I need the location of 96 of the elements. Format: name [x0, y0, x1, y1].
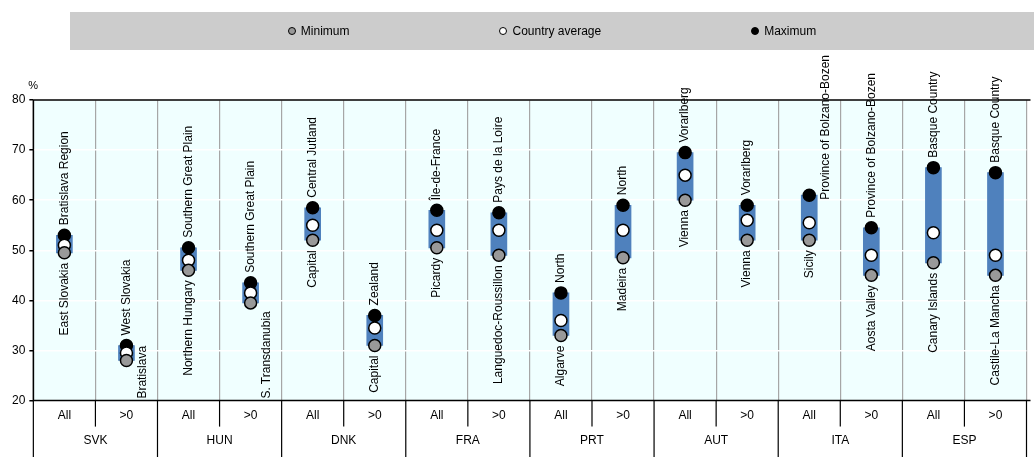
x-tick-label: All	[678, 408, 692, 423]
y-axis-title: %	[28, 79, 39, 92]
point	[305, 233, 320, 248]
text: ESP	[952, 432, 977, 447]
y-tick-label: 70	[11, 142, 26, 157]
point	[926, 160, 941, 175]
y-tick-label: 80	[11, 92, 26, 107]
data-label: West Slovakia	[118, 259, 133, 336]
point	[678, 193, 692, 207]
data-label: Southern Great Plain	[180, 125, 195, 238]
y-tick-label: 30	[11, 342, 26, 357]
point	[181, 263, 196, 278]
data-label: Madeira	[615, 267, 630, 312]
x-tick-label: All	[430, 408, 444, 423]
point	[926, 226, 941, 240]
x-tick-label: >0	[119, 408, 134, 423]
x-tick-label: All	[57, 408, 72, 423]
text: SVK	[83, 432, 108, 447]
data-label: Capital	[367, 355, 382, 393]
point	[430, 203, 444, 217]
data-label: Basque Country	[987, 76, 1002, 163]
text: PRT	[580, 432, 605, 447]
data-label: Aosta Valley	[863, 285, 878, 352]
data-label: North	[553, 253, 568, 283]
text: AUT	[704, 432, 729, 447]
point	[181, 241, 196, 255]
text: ITA	[831, 432, 850, 447]
data-label: East Slovakia	[56, 262, 71, 336]
data-label: Pays de la Loire	[491, 116, 506, 203]
data-label: Languedoc-Roussillon	[491, 265, 506, 385]
x-tick-label: All	[802, 408, 816, 423]
point	[802, 188, 816, 202]
point	[430, 241, 444, 255]
text: HUN	[206, 432, 233, 447]
x-tick-label: All	[926, 408, 941, 423]
x-tick-label: All	[306, 408, 320, 423]
point	[492, 205, 506, 220]
point	[926, 256, 941, 270]
data-label: S. Transdanubia	[258, 310, 273, 399]
data-label: Zealand	[367, 262, 382, 306]
legend-label: Minimum	[300, 24, 350, 38]
data-label: Province of Bolzano-Bozen	[863, 73, 878, 218]
data-label: Central Jutland	[304, 117, 319, 198]
point	[740, 198, 754, 212]
point	[864, 268, 879, 283]
point	[802, 233, 816, 248]
data-label: Bratislava	[134, 345, 149, 399]
data-label: Province of Bolzano-Bozen	[817, 55, 832, 200]
x-tick-label: All	[181, 408, 196, 423]
x-tick-label: >0	[740, 408, 755, 423]
data-label: Southern Great Plain	[242, 160, 257, 273]
data-label: Île-de-France	[428, 128, 444, 202]
data-label: Bratislava Region	[56, 131, 71, 226]
y-tick-label: 50	[11, 242, 26, 257]
x-tick-label: >0	[864, 408, 879, 423]
point	[554, 328, 568, 343]
point	[864, 221, 879, 235]
y-tick-label: 60	[11, 192, 26, 207]
point	[616, 198, 630, 212]
point	[367, 308, 382, 323]
point	[492, 248, 506, 263]
point	[616, 251, 630, 265]
point	[243, 296, 258, 310]
data-label: Castile-La Mancha	[987, 285, 1002, 386]
x-tick-label: All	[554, 408, 568, 423]
point	[988, 268, 1003, 283]
point	[57, 246, 72, 260]
text: FRA	[455, 432, 480, 447]
y-tick-label: 40	[11, 292, 26, 307]
data-label: Capital	[304, 250, 319, 288]
legend-label: Country average	[512, 24, 602, 38]
data-label: Algarve	[553, 345, 568, 387]
data-label: Canary Islands	[925, 272, 940, 353]
point	[367, 338, 382, 353]
data-label: Vienna	[739, 249, 754, 288]
text: DNK	[331, 432, 357, 447]
point	[988, 248, 1003, 263]
point	[740, 233, 754, 248]
data-label: Northern Hungary	[180, 280, 195, 376]
point	[554, 286, 568, 300]
point	[119, 353, 134, 368]
y-tick-label: 20	[11, 392, 26, 407]
data-label: Sicily	[801, 250, 816, 279]
data-label: North	[615, 165, 630, 196]
point	[988, 165, 1003, 180]
x-tick-label: >0	[988, 408, 1003, 423]
data-label: Picardy	[429, 257, 444, 298]
legend-label: Maximum	[764, 24, 817, 38]
x-tick-label: >0	[492, 408, 507, 423]
data-label: Vienna	[677, 209, 692, 248]
x-tick-label: >0	[367, 408, 382, 423]
x-tick-label: >0	[616, 408, 631, 423]
data-label: Vorarlberg	[739, 139, 754, 196]
point	[305, 200, 320, 215]
point	[678, 145, 692, 160]
x-tick-label: >0	[243, 408, 258, 423]
